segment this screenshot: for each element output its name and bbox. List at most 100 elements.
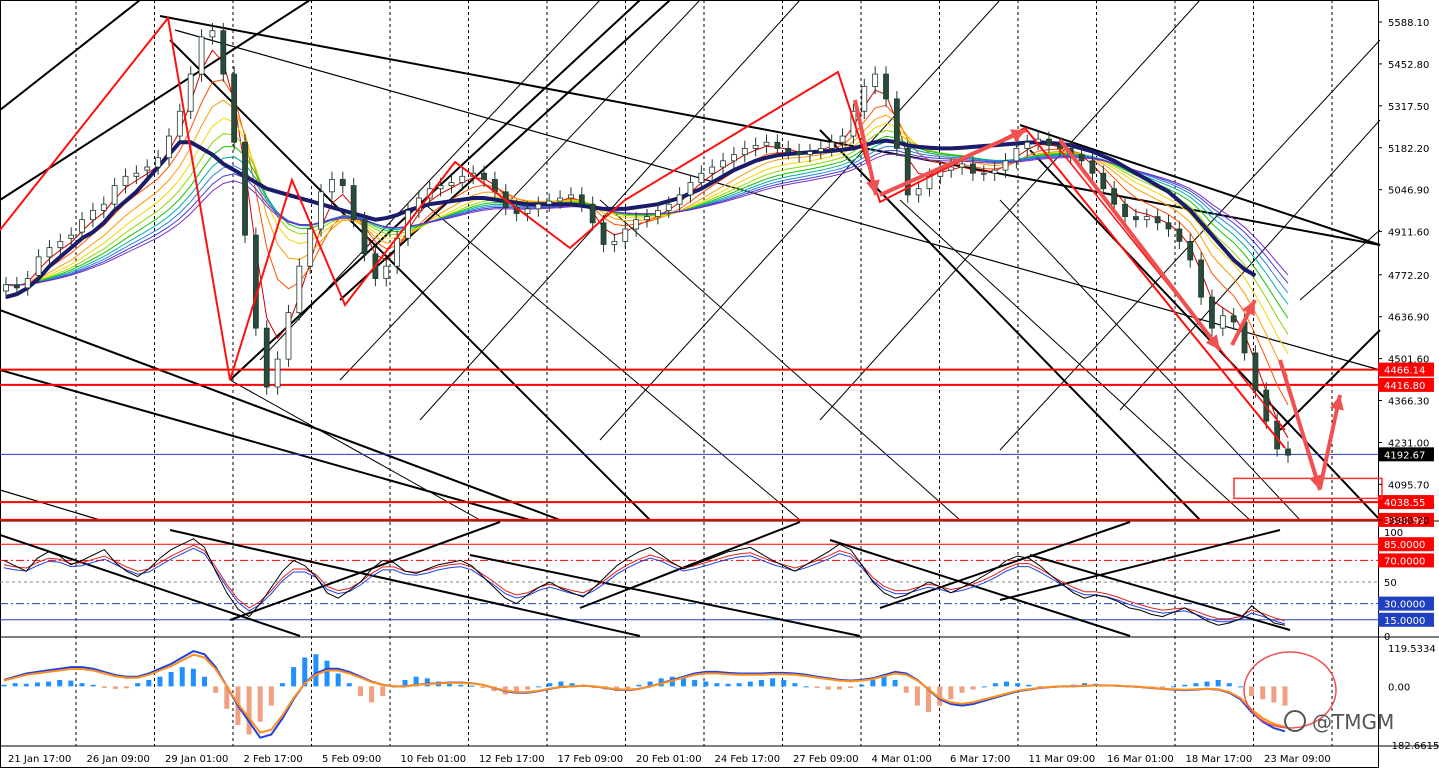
candle: [611, 240, 618, 245]
y-tick-label: 5046.90: [1388, 186, 1429, 197]
candle: [1219, 315, 1226, 329]
macd-histogram-bar: [357, 686, 363, 696]
macd-tick-label: 119.5334: [1388, 644, 1436, 655]
candle: [155, 157, 162, 168]
macd-histogram-bar: [803, 686, 809, 688]
candle: [1089, 160, 1096, 174]
macd-histogram-bar: [758, 679, 764, 687]
macd-histogram-bar: [302, 657, 308, 687]
candle: [448, 182, 455, 187]
trend-line: [339, 0, 701, 381]
candle: [785, 148, 792, 152]
macd-histogram-bar: [636, 684, 642, 687]
y-tick-label: 4911.60: [1388, 228, 1429, 239]
macd-histogram-bar: [1171, 686, 1177, 688]
candle: [122, 175, 129, 187]
macd-histogram-bar: [34, 682, 40, 687]
macd-histogram-bar: [1215, 679, 1221, 687]
macd-histogram-bar: [736, 683, 742, 687]
macd-histogram-bar: [57, 679, 63, 687]
trend-line: [0, 309, 561, 521]
candle: [481, 172, 487, 180]
macd-histogram-bar: [112, 686, 118, 689]
price-level-tag: [1378, 362, 1434, 377]
rsi-signal-line: [3, 544, 1286, 622]
macd-histogram-bar: [937, 686, 943, 706]
candle: [57, 240, 64, 248]
candle: [24, 278, 31, 289]
candle: [318, 191, 324, 230]
candle: [111, 185, 118, 205]
macd-histogram-bar: [279, 683, 285, 687]
candle: [883, 73, 889, 100]
macd-histogram-bar: [525, 686, 531, 690]
macd-histogram-bar: [903, 686, 909, 693]
price-level-label: 4466.14: [1384, 366, 1425, 377]
candle: [459, 175, 466, 183]
x-tick-label: 5 Feb 09:00: [322, 754, 381, 765]
y-tick-label: 5588.10: [1388, 18, 1429, 29]
candle: [437, 185, 444, 190]
candle: [546, 200, 553, 205]
macd-histogram-bar: [346, 683, 352, 687]
macd-histogram-bar: [836, 686, 842, 690]
macd-histogram-bar: [224, 686, 230, 709]
macd-histogram-bar: [146, 679, 152, 687]
candle: [807, 151, 813, 156]
candle: [100, 203, 107, 211]
rsi-trend-line: [229, 521, 501, 621]
candle: [242, 141, 248, 236]
macd-histogram-bar: [168, 671, 174, 687]
rsi-level-tag: [1378, 537, 1434, 552]
candle: [1252, 352, 1259, 391]
macd-histogram-bar: [692, 679, 698, 687]
candle: [1176, 228, 1183, 242]
arrow-down-1-head: [866, 179, 880, 195]
candle: [383, 265, 390, 279]
x-tick-label: 20 Feb 01:00: [636, 754, 702, 765]
candle: [665, 203, 672, 211]
candle: [568, 194, 574, 199]
macd-histogram-bar: [870, 679, 876, 687]
macd-histogram-bar: [647, 681, 653, 687]
trend-line: [1299, 229, 1381, 301]
rsi-level-label: 15.0000: [1384, 616, 1425, 627]
candle: [252, 234, 259, 329]
rsi-level-tag: [1378, 612, 1434, 627]
macd-histogram-bar: [747, 681, 753, 687]
trend-line: [899, 199, 1251, 521]
candle: [589, 203, 596, 224]
candle: [622, 228, 629, 242]
candle: [394, 237, 401, 267]
x-tick-label: 17 Feb 09:00: [558, 754, 624, 765]
candle: [763, 141, 770, 146]
macd-histogram-bar: [848, 686, 854, 688]
rsi-trend-line: [879, 521, 1131, 609]
x-tick-label: 4 Mar 01:00: [872, 754, 932, 765]
trend-line: [174, 29, 1381, 371]
macd-histogram-bar: [23, 683, 29, 687]
price-level-label: 3980.99: [1384, 516, 1425, 527]
macd-histogram-bar: [458, 684, 464, 687]
candle: [296, 265, 303, 314]
macd-histogram-bar: [569, 683, 575, 687]
candle: [90, 209, 96, 221]
macd-histogram-bar: [814, 686, 820, 688]
trend-line: [1029, 149, 1381, 521]
candle: [133, 172, 140, 177]
macd-tick-label: -182.6615: [1388, 741, 1439, 752]
candle: [274, 358, 281, 388]
candle: [1122, 203, 1128, 217]
macd-histogram-bar: [135, 683, 141, 687]
candle: [1132, 216, 1139, 221]
macd-histogram-bar: [480, 686, 486, 688]
candle: [1111, 188, 1118, 205]
target-zone-box: [1233, 477, 1383, 500]
x-tick-label: 12 Feb 17:00: [479, 754, 545, 765]
macd-histogram-bar: [680, 677, 686, 687]
y-tick-label: 5182.20: [1388, 144, 1429, 155]
candle: [307, 228, 314, 267]
rsi-level-label: 70.0000: [1384, 556, 1425, 567]
candle: [644, 216, 650, 221]
